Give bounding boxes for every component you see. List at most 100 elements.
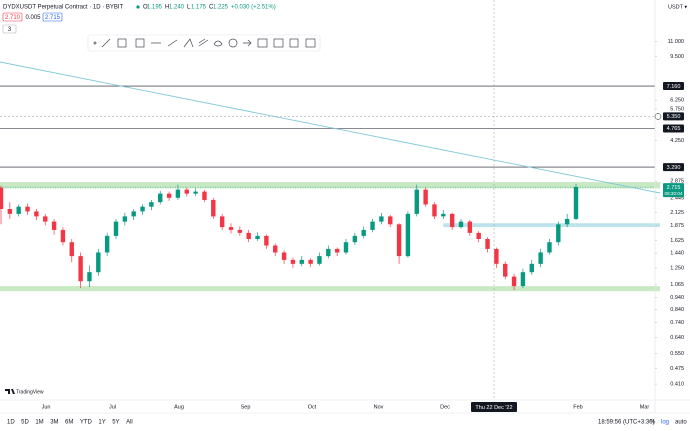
candle-body (343, 242, 349, 253)
y-tick-label: 2.875 (670, 179, 684, 185)
tool-icon[interactable] (273, 38, 284, 48)
y-tick-label: 11.000 (668, 39, 684, 45)
trend-line (0, 61, 661, 194)
timeframe-button[interactable]: YTD (80, 420, 93, 426)
candle-body (449, 213, 455, 228)
price-box[interactable] (42, 12, 63, 22)
drawing-toolbar[interactable] (87, 34, 321, 52)
countdown: 08:30:04 (665, 191, 683, 196)
candle-body (122, 216, 128, 222)
ohlc-value: 1.240 (169, 5, 185, 11)
tool-icon[interactable] (257, 38, 268, 48)
candle-body (264, 235, 269, 246)
timeframe-button[interactable]: 3M (50, 420, 58, 426)
candle-body (467, 221, 473, 233)
candle-body (7, 209, 13, 214)
tool-icon[interactable] (243, 39, 252, 47)
tool-icon[interactable] (289, 38, 299, 48)
candle-body (228, 227, 234, 230)
candle-body (334, 248, 340, 253)
candle-body (96, 252, 101, 273)
candle-body (25, 206, 30, 212)
ohlc-value: 1.175 (191, 5, 207, 11)
timeframe-button[interactable]: All (126, 420, 133, 426)
candle-body (255, 235, 260, 239)
candle-body (511, 276, 517, 287)
candle-body (476, 232, 481, 239)
y-tick-label: 5.750 (670, 106, 684, 112)
y-tick-label: 1.875 (670, 223, 684, 229)
candle-body (34, 211, 39, 217)
price-box[interactable] (2, 12, 23, 22)
scale-option[interactable]: log (661, 420, 669, 426)
ohlc-key: O (143, 5, 148, 11)
clock: 18:59:56 (UTC+3:30) (598, 420, 655, 426)
y-tick-label: 0.475 (670, 366, 684, 372)
ohlc-value: 1.195 (147, 5, 163, 11)
candle-body (458, 221, 464, 228)
y-tick-label: 6.250 (670, 98, 684, 104)
tool-icon[interactable] (101, 38, 111, 48)
x-tick-label: Oct (308, 404, 317, 410)
timeframe-button[interactable]: 1D (7, 420, 15, 426)
tool-icon[interactable] (228, 38, 238, 48)
currency-label[interactable]: USDT ▾ (668, 4, 687, 10)
x-tick-label: Nov (374, 404, 384, 410)
candle-body (140, 206, 145, 212)
last-price-label: 2.715 (667, 185, 681, 191)
candle-body (149, 202, 154, 207)
tool-icon[interactable] (213, 40, 223, 47)
timeframe-button[interactable]: 1Y (98, 420, 105, 426)
scale-option[interactable]: % (650, 420, 656, 426)
y-tick-label: 0.550 (670, 351, 684, 357)
tool-icon[interactable] (117, 38, 127, 48)
candle-body (175, 189, 181, 198)
candle-body (503, 263, 508, 277)
candle-body (361, 229, 366, 236)
candle-body (16, 206, 21, 214)
ohlc-legend: O 1.195 H 1.240 L 1.175 C 1.225 +0.030 (+2.51%) (143, 5, 276, 11)
tool-icon[interactable] (135, 38, 145, 48)
candle-body (388, 216, 393, 225)
candle-body (547, 242, 552, 253)
tool-icon[interactable] (305, 38, 316, 48)
indicator-toggle[interactable] (2, 24, 17, 34)
candle-body (131, 211, 136, 217)
timeframe-button[interactable]: 6M (65, 420, 73, 426)
candle-body (441, 213, 446, 217)
candle-body (326, 248, 331, 257)
crosshair-price-box (663, 112, 684, 121)
y-tick-label: 2.445 (670, 195, 684, 201)
y-tick-label: 1.440 (670, 251, 684, 257)
y-tick-label: 9.500 (670, 54, 684, 60)
candle-body (485, 238, 490, 249)
candle-body (78, 256, 83, 282)
zone (0, 286, 660, 292)
zone (0, 182, 660, 189)
candle-body (281, 252, 287, 260)
tool-icon[interactable] (198, 38, 209, 47)
candle-body (237, 229, 243, 233)
timeframe-button[interactable]: 1M (35, 420, 43, 426)
candle-body (494, 248, 499, 264)
level-label: 7.160 (667, 84, 681, 90)
timeframe-button[interactable]: 5Y (112, 420, 119, 426)
tool-icon[interactable] (167, 39, 178, 47)
scale-option[interactable]: auto (675, 420, 687, 426)
candle-body (290, 259, 296, 264)
x-tick-label: Jun (42, 404, 51, 410)
logo-icon (5, 389, 15, 394)
tool-icon[interactable] (183, 38, 194, 48)
timeframe-button[interactable]: 5D (21, 420, 29, 426)
bid-price: 2.710 (5, 15, 21, 21)
y-tick-label: 0.740 (670, 320, 684, 326)
x-tick-label: Feb (573, 404, 582, 410)
candle-body (379, 216, 384, 222)
candle-body (556, 224, 561, 243)
tool-icon[interactable] (93, 41, 97, 45)
candle-body (211, 199, 216, 217)
crosshair-plus[interactable] (654, 113, 662, 120)
x-tick-label: Dec (440, 404, 450, 410)
